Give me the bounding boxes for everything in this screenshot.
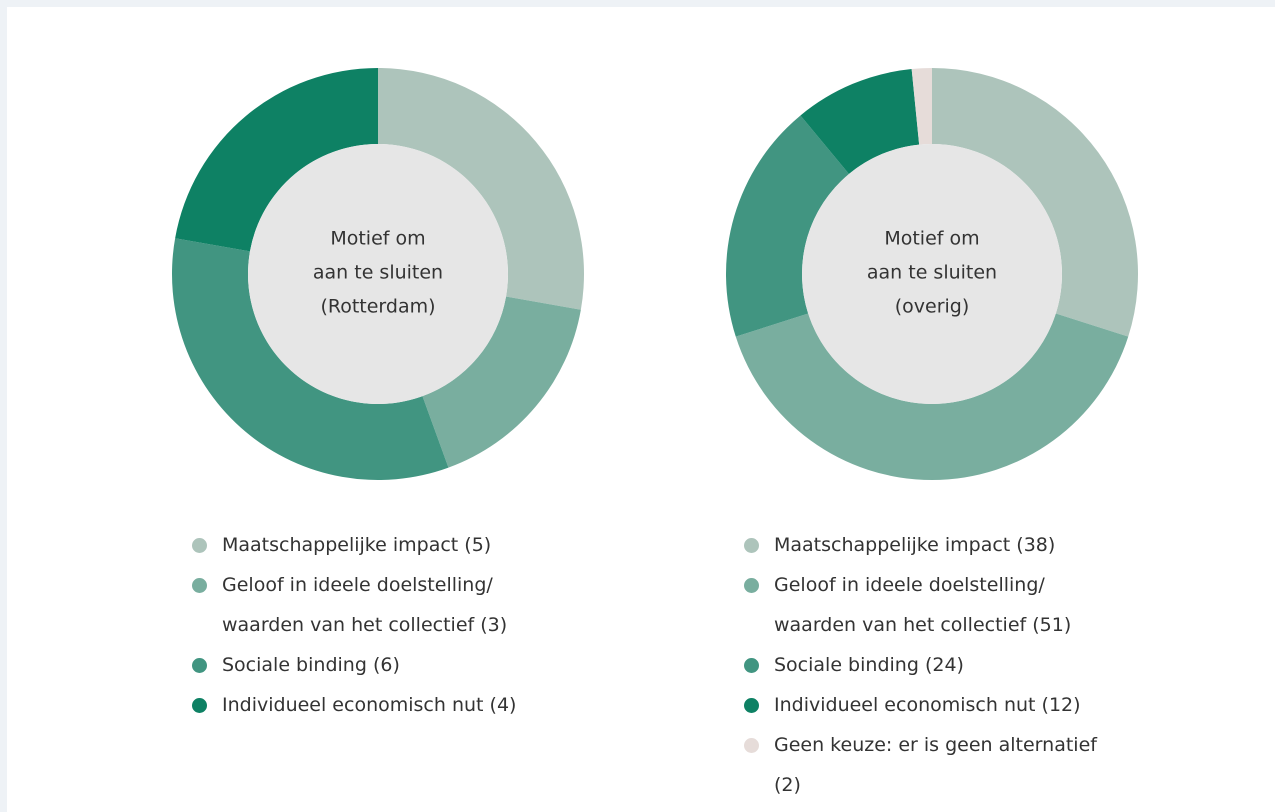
donut-center (802, 144, 1062, 404)
donut-slice (378, 68, 585, 310)
legend-item: Sociale binding (24) (744, 645, 1129, 685)
legend-value: (38) (1016, 534, 1056, 556)
legend-value: (4) (489, 694, 517, 716)
center-label: Motief om (884, 228, 979, 250)
legend-label: Individueel economisch nut (222, 694, 484, 716)
legend-label: Maatschappelijke impact (222, 534, 459, 556)
legend-item: Individueel economisch nut (12) (744, 685, 1129, 725)
legend-label: Sociale binding (774, 654, 919, 676)
legend-value: (3) (480, 614, 508, 636)
legend-label: Geloof in ideele doelstelling/ waarden v… (774, 574, 1045, 636)
legend-item: Geloof in ideele doelstelling/ waarden v… (744, 565, 1129, 645)
legend-swatch (192, 658, 207, 673)
legend-item: Geloof in ideele doelstelling/ waarden v… (192, 565, 577, 645)
legend-value: (24) (924, 654, 964, 676)
legend: Maatschappelijke impact (38) Geloof in id… (744, 525, 1129, 805)
legend-label: Individueel economisch nut (774, 694, 1036, 716)
donut-slice (422, 296, 581, 468)
legend-value: (51) (1032, 614, 1072, 636)
legend-swatch (744, 538, 759, 553)
donut-slice (800, 69, 920, 174)
legend-value: (2) (774, 774, 801, 796)
donut-slice (725, 115, 849, 337)
legend-value: (5) (464, 534, 492, 556)
center-label: (overig) (895, 296, 970, 318)
legend-swatch (744, 578, 759, 593)
donut-slice (175, 68, 378, 252)
donut-center (248, 144, 508, 404)
legend-value: (12) (1041, 694, 1081, 716)
legend-swatch (744, 738, 759, 753)
legend-label: Geen keuze: er is geen alternatief (774, 734, 1097, 756)
legend-label: Sociale binding (222, 654, 367, 676)
center-label: aan te sluiten (313, 262, 443, 284)
legend-swatch (192, 698, 207, 713)
legend-item: Sociale binding (6) (192, 645, 577, 685)
legend-item: Maatschappelijke impact (38) (744, 525, 1129, 565)
donut-slice (735, 313, 1129, 481)
legend-swatch (192, 578, 207, 593)
legend-value: (6) (372, 654, 400, 676)
legend-swatch (192, 538, 207, 553)
legend-label: Maatschappelijke impact (774, 534, 1011, 556)
legend-label: Geloof in ideele doelstelling/ waarden v… (222, 574, 493, 636)
legend-swatch (744, 698, 759, 713)
donut-slice (171, 238, 449, 481)
center-label: Motief om (330, 228, 425, 250)
legend: Maatschappelijke impact (5) Geloof in ide… (192, 525, 577, 725)
center-label: (Rotterdam) (320, 296, 435, 318)
legend-swatch (744, 658, 759, 673)
donut-slice (911, 68, 932, 145)
legend-item: Geen keuze: er is geen alternatief (2) (744, 725, 1129, 805)
legend-item: Individueel economisch nut (4) (192, 685, 577, 725)
donut-slice (932, 68, 1138, 337)
legend-item: Maatschappelijke impact (5) (192, 525, 577, 565)
center-label: aan te sluiten (867, 262, 997, 284)
